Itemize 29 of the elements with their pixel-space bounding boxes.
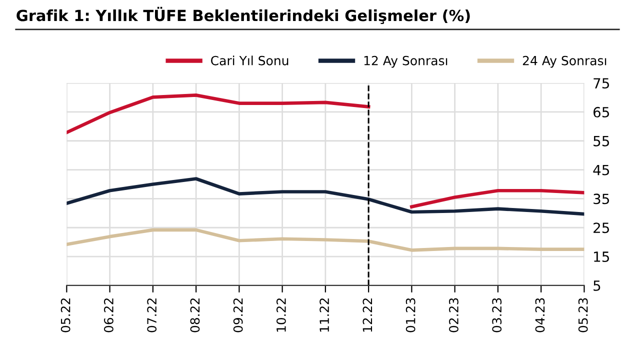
y-tick-label: 45 bbox=[593, 164, 609, 176]
y-tick-label: 15 bbox=[594, 252, 609, 262]
x-tick-label: 07.22 bbox=[147, 298, 157, 332]
x-tick-label: 05.23 bbox=[578, 298, 588, 332]
x-tick-label: 09.22 bbox=[233, 298, 243, 332]
x-tick-label: 01.23 bbox=[406, 298, 416, 332]
y-tick-label: 5 bbox=[594, 280, 600, 291]
line-series bbox=[66, 177, 584, 216]
x-tick-label: 11.22 bbox=[320, 298, 329, 332]
y-tick-label: 65 bbox=[594, 106, 609, 118]
legend-label: 12 Ay Sonrası bbox=[364, 56, 448, 68]
x-tick-label: 06.22 bbox=[104, 298, 114, 332]
x-tick-label: 08.22 bbox=[190, 298, 200, 332]
y-tick-label: 35 bbox=[594, 194, 609, 204]
y-tick-label: 25 bbox=[594, 222, 609, 234]
x-tick-label: 03.23 bbox=[492, 298, 502, 332]
y-tick-label: 55 bbox=[594, 136, 609, 146]
chart-title: Grafik 1: Yıllık TÜFE Beklentilerindeki Gelişmeler (%) bbox=[16, 6, 470, 24]
line-series bbox=[410, 188, 584, 208]
y-tick-label: 75 bbox=[594, 78, 609, 89]
line-series bbox=[66, 94, 370, 134]
x-tick-label: 05.22 bbox=[60, 298, 70, 332]
legend-label: 24 Ay Sonrası bbox=[522, 56, 606, 68]
line-series bbox=[66, 228, 584, 252]
legend-label: Cari Yıl Sonu bbox=[211, 56, 288, 66]
x-tick-label: 02.23 bbox=[448, 298, 458, 332]
x-tick-label: 04.23 bbox=[535, 298, 545, 332]
x-tick-label: 10.22 bbox=[276, 298, 286, 332]
x-tick-label: 12.22 bbox=[362, 298, 372, 332]
